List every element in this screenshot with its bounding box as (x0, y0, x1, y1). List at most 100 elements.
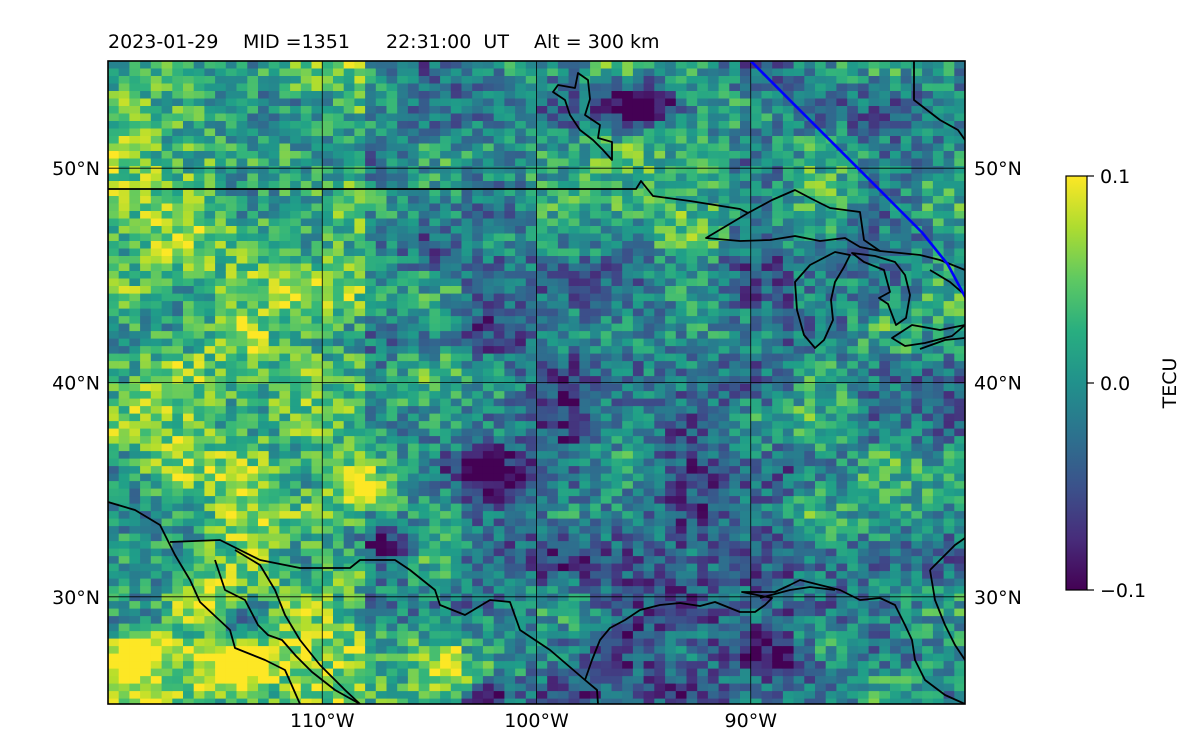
tec-cell (493, 308, 505, 317)
tec-cell (290, 233, 302, 242)
tec-cell (697, 151, 709, 160)
tec-cell (193, 518, 205, 527)
tec-cell (504, 668, 516, 677)
tec-cell (397, 286, 409, 295)
tec-cell (333, 248, 345, 257)
tec-cell (450, 158, 463, 167)
tec-cell (225, 691, 238, 700)
tec-cell (300, 623, 313, 632)
tec-cell (161, 496, 173, 505)
tec-cell (600, 293, 613, 302)
tec-cell (697, 668, 709, 677)
tec-cell (300, 91, 313, 100)
tec-cell (611, 436, 623, 445)
tec-cell (697, 556, 709, 565)
tec-cell (225, 301, 238, 310)
tec-cell (536, 593, 548, 602)
tec-cell (225, 308, 238, 317)
tec-cell (557, 256, 570, 265)
tec-cell (429, 683, 441, 692)
tec-cell (418, 646, 430, 655)
tec-cell (183, 496, 195, 505)
tec-cell (632, 376, 645, 385)
tec-cell (333, 451, 345, 460)
tec-cell (161, 691, 173, 700)
tec-cell (482, 278, 495, 287)
tec-cell (557, 503, 570, 512)
tec-cell (268, 556, 280, 565)
tec-cell (590, 623, 602, 632)
tec-cell (697, 391, 709, 400)
tec-cell (611, 196, 623, 205)
tec-cell (718, 406, 730, 415)
tec-cell (118, 691, 130, 700)
tec-cell (675, 563, 688, 572)
tec-cell (397, 443, 409, 452)
tec-cell (707, 233, 720, 242)
tec-cell (675, 218, 688, 227)
tec-cell (590, 406, 602, 415)
tec-cell (300, 61, 313, 70)
tec-cell (279, 646, 291, 655)
tec-cell (129, 248, 141, 257)
tec-cell (504, 301, 516, 310)
tec-cell (440, 661, 452, 670)
tec-cell (375, 691, 388, 700)
tec-cell (236, 383, 248, 392)
tec-cell (140, 683, 152, 692)
tec-cell (386, 526, 398, 535)
tec-cell (140, 376, 152, 385)
tec-cell (515, 188, 527, 197)
tec-cell (140, 76, 152, 85)
tec-cell (547, 443, 559, 452)
tec-cell (193, 181, 205, 190)
tec-cell (150, 691, 163, 700)
tec-cell (183, 578, 195, 587)
tec-cell (311, 293, 323, 302)
tec-cell (247, 421, 259, 430)
tec-cell (236, 698, 248, 704)
tec-cell (247, 511, 259, 520)
tec-cell (525, 121, 538, 130)
tec-cell (397, 421, 409, 430)
tec-cell (386, 661, 398, 670)
tec-cell (461, 541, 473, 550)
tec-cell (407, 158, 420, 167)
tec-cell (365, 436, 377, 445)
tec-cell (568, 563, 580, 572)
tec-cell (354, 481, 366, 490)
tec-cell (440, 226, 452, 235)
tec-cell (215, 68, 227, 77)
tec-cell (129, 308, 141, 317)
tec-cell (333, 241, 345, 250)
tec-cell (557, 76, 570, 85)
tec-cell (236, 653, 248, 662)
tec-cell (440, 256, 452, 265)
tec-cell (108, 488, 120, 497)
tec-cell (515, 68, 527, 77)
tec-cell (429, 346, 441, 355)
tec-cell (686, 473, 698, 482)
tec-cell (172, 83, 184, 92)
tec-cell (504, 601, 516, 610)
tec-cell (375, 218, 388, 227)
tec-cell (397, 173, 409, 182)
tec-cell (697, 608, 709, 617)
tec-cell (258, 593, 270, 602)
tec-cell (407, 106, 420, 115)
tec-cell (536, 586, 548, 595)
tec-cell (429, 616, 441, 625)
tec-cell (707, 143, 720, 152)
tec-cell (440, 376, 452, 385)
tec-cell (536, 196, 548, 205)
tec-cell (311, 368, 323, 377)
tec-cell (397, 278, 409, 287)
tec-cell (590, 121, 602, 130)
tec-cell (279, 533, 291, 542)
tec-cell (279, 151, 291, 160)
tec-cell (440, 128, 452, 137)
tec-cell (204, 571, 216, 580)
tec-cell (311, 353, 323, 362)
tec-cell (268, 698, 280, 704)
tec-cell (536, 608, 548, 617)
